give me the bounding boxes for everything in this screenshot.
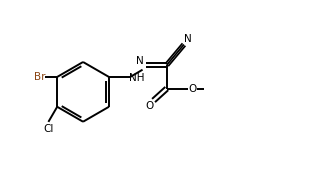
- Text: N: N: [184, 34, 192, 44]
- Text: NH: NH: [129, 73, 145, 83]
- Text: O: O: [188, 84, 197, 93]
- Text: N: N: [137, 56, 144, 66]
- Text: O: O: [145, 101, 154, 111]
- Text: Cl: Cl: [43, 124, 53, 134]
- Text: Br: Br: [34, 72, 45, 82]
